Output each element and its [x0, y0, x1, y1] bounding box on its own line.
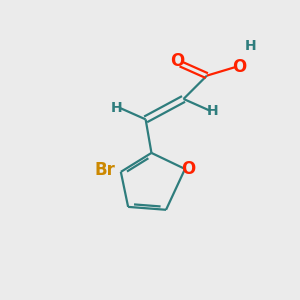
Text: H: H [111, 101, 122, 115]
Text: H: H [245, 40, 256, 53]
Text: H: H [207, 103, 218, 118]
Text: O: O [232, 58, 246, 76]
Text: Br: Br [94, 161, 115, 179]
Text: O: O [181, 160, 195, 178]
Text: O: O [171, 52, 185, 70]
